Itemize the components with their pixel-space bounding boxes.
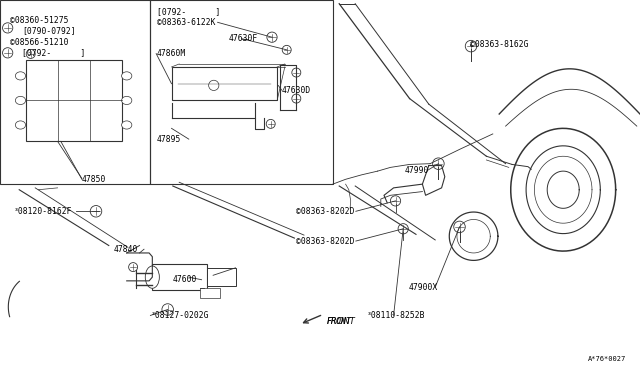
Ellipse shape [122, 96, 132, 105]
Text: 47630F: 47630F [229, 34, 259, 43]
Text: 47900X: 47900X [408, 283, 438, 292]
Text: 47850: 47850 [82, 175, 106, 184]
Text: 47840: 47840 [114, 245, 138, 254]
Bar [152, 264, 207, 290]
Ellipse shape [209, 80, 219, 90]
Ellipse shape [15, 72, 26, 80]
Text: 47895: 47895 [156, 135, 180, 144]
Text: 47600: 47600 [173, 275, 197, 284]
Text: ©08363-8202D: ©08363-8202D [296, 207, 354, 216]
Text: ©08566-51210: ©08566-51210 [10, 38, 68, 47]
Text: ©08360-51275: ©08360-51275 [10, 16, 68, 25]
Ellipse shape [398, 224, 408, 234]
Text: ©08363-8162G: ©08363-8162G [470, 40, 529, 49]
Text: ©08363-6122K: ©08363-6122K [157, 18, 215, 27]
Ellipse shape [15, 96, 26, 105]
Ellipse shape [454, 221, 465, 232]
Ellipse shape [3, 23, 13, 33]
Ellipse shape [292, 68, 301, 77]
Bar [150, 0, 333, 184]
Ellipse shape [129, 263, 138, 272]
Ellipse shape [282, 45, 291, 54]
Ellipse shape [162, 304, 173, 315]
Text: [0790-0792]: [0790-0792] [22, 26, 76, 35]
Bar [172, 67, 277, 100]
Text: 47990: 47990 [404, 166, 429, 175]
Ellipse shape [266, 119, 275, 128]
Text: [0792-      ]: [0792- ] [22, 48, 86, 57]
Ellipse shape [122, 72, 132, 80]
Ellipse shape [433, 158, 444, 169]
Ellipse shape [390, 196, 401, 206]
Ellipse shape [15, 121, 26, 129]
Text: ³08127-0202G: ³08127-0202G [150, 311, 209, 320]
Text: ³08120-8162F: ³08120-8162F [14, 207, 72, 216]
Ellipse shape [122, 121, 132, 129]
Ellipse shape [465, 41, 477, 52]
Ellipse shape [145, 266, 159, 288]
Text: 47630D: 47630D [282, 86, 311, 94]
Ellipse shape [26, 49, 35, 58]
Ellipse shape [292, 94, 301, 103]
Bar [0, 0, 150, 184]
Ellipse shape [3, 48, 13, 58]
Text: FRONT: FRONT [326, 317, 351, 326]
Text: [0792-      ]: [0792- ] [157, 7, 220, 16]
Text: ³08110-8252B: ³08110-8252B [367, 311, 425, 320]
Text: ©08363-8202D: ©08363-8202D [296, 237, 354, 246]
Text: A*76*0027: A*76*0027 [588, 356, 626, 362]
Ellipse shape [267, 32, 277, 42]
Bar [26, 60, 122, 141]
Ellipse shape [90, 206, 102, 217]
Text: FRONT: FRONT [326, 317, 355, 326]
Text: 47860M: 47860M [156, 49, 186, 58]
Bar [200, 288, 220, 298]
Bar [207, 268, 236, 286]
